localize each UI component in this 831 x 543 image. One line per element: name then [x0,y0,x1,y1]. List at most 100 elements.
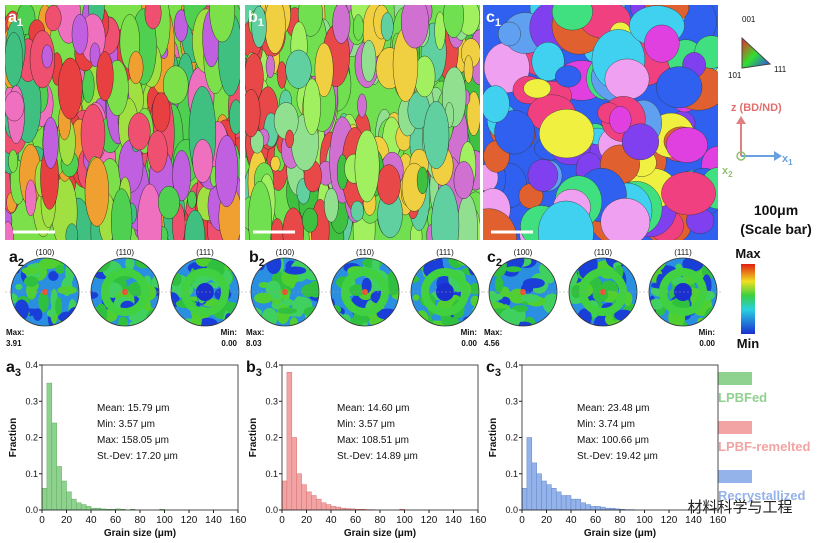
pf-blob [33,308,43,321]
pf-blob [505,266,522,273]
legend-label: LPBF-remelted [718,439,811,454]
x-axis-label: Grain size (μm) [344,528,416,539]
y-tick-label: 0.3 [265,396,278,406]
pf-blob [506,258,525,270]
pf-min-label: Min: [461,328,477,337]
grain [456,194,478,240]
y-axis-label: Fraction [488,418,499,457]
ebsd-map [5,5,240,240]
pf-blob [21,266,40,275]
pf-blob [289,317,298,326]
pf-blob [195,258,212,267]
pf-blob [522,278,545,289]
pf-blob [72,316,79,326]
y-tick-label: 0.4 [265,360,278,370]
pf-blob [48,270,59,281]
grain [84,157,110,227]
pf-max: 3.91 [6,339,22,348]
grain [354,129,380,203]
x-tick-label: 60 [110,515,122,526]
x-tick-label: 80 [374,515,386,526]
x-tick-label: 60 [350,515,362,526]
grain [251,5,267,48]
pf-min: 0.00 [461,339,477,348]
pf-title: (100) [36,248,55,257]
legend-label: Recrystallized [718,488,805,503]
panel-letter: c [486,9,495,26]
grain [324,188,339,223]
grain [277,61,287,89]
grain [151,92,171,133]
legend-swatch [718,421,752,434]
x-tick-label: 100 [636,515,653,526]
bar [51,422,57,511]
pf-blob [95,303,108,324]
pf-blob [649,298,664,310]
pf-max-label: Max: [6,328,24,337]
bar [565,495,572,511]
bar [531,462,537,511]
x-tick-label: 40 [325,515,337,526]
stat-line: Max: 158.05 μm [97,435,169,446]
pf-blob [284,266,307,275]
bar [541,480,547,511]
bar [41,488,48,511]
grain [600,198,651,240]
stat-line: Min: 3.57 μm [97,419,155,430]
grain [434,11,446,50]
pf-blob [128,314,137,321]
bar [546,484,552,511]
x-axis-label: Grain size (μm) [584,528,656,539]
pf-blob [308,280,319,298]
bar [71,498,77,511]
pf-blob [489,293,503,301]
bar [301,484,307,511]
grain [497,21,521,47]
grain [353,14,364,41]
histograms: 0 20 40 60 80 100 120 140 160 0.0 0.1 0.2 0.3 0.4 Grai… [6,359,727,539]
grain [5,32,24,87]
panel-sub: 2 [18,257,24,269]
x-tick-label: 0 [279,515,285,526]
grain [65,223,79,240]
stat-line: Mean: 23.48 μm [577,403,649,414]
pf-blob [74,318,79,326]
grain [265,54,275,79]
watermark: 材料科学与工程 [687,499,792,516]
bar [590,506,596,511]
pf-blob [649,258,666,272]
grain [25,179,37,217]
pf-blob [463,315,479,324]
grain [539,109,595,159]
panel-sub: 2 [496,257,502,269]
pf-blob [251,307,263,318]
pf-max: 8.03 [246,339,262,348]
y-axis-label: Fraction [8,418,19,457]
panel-label: b3 [246,359,262,379]
grain [174,9,189,42]
grain [531,41,565,82]
y-tick-label: 0.2 [265,433,278,443]
bar [556,491,562,511]
y-tick-label: 0.2 [25,433,38,443]
pf-blob [46,309,57,318]
y-tick-label: 0.1 [265,469,278,479]
grain [184,209,206,240]
grain [144,5,162,30]
ipf-triangle [741,36,772,69]
pf-blob [470,314,479,326]
pf-blob [704,306,717,326]
legend-swatch [718,372,752,385]
grain [380,12,394,41]
bar [85,506,92,511]
pf-blob [542,293,557,314]
x-tick-label: 20 [301,515,313,526]
x-tick-label: 160 [230,515,247,526]
x2-label: x2 [722,165,733,179]
grain [264,5,286,54]
grain [57,57,83,120]
ebsd-maps: a1 b1 c1 [5,5,718,240]
pf-min: 0.00 [221,339,237,348]
pf-blob [592,286,609,302]
